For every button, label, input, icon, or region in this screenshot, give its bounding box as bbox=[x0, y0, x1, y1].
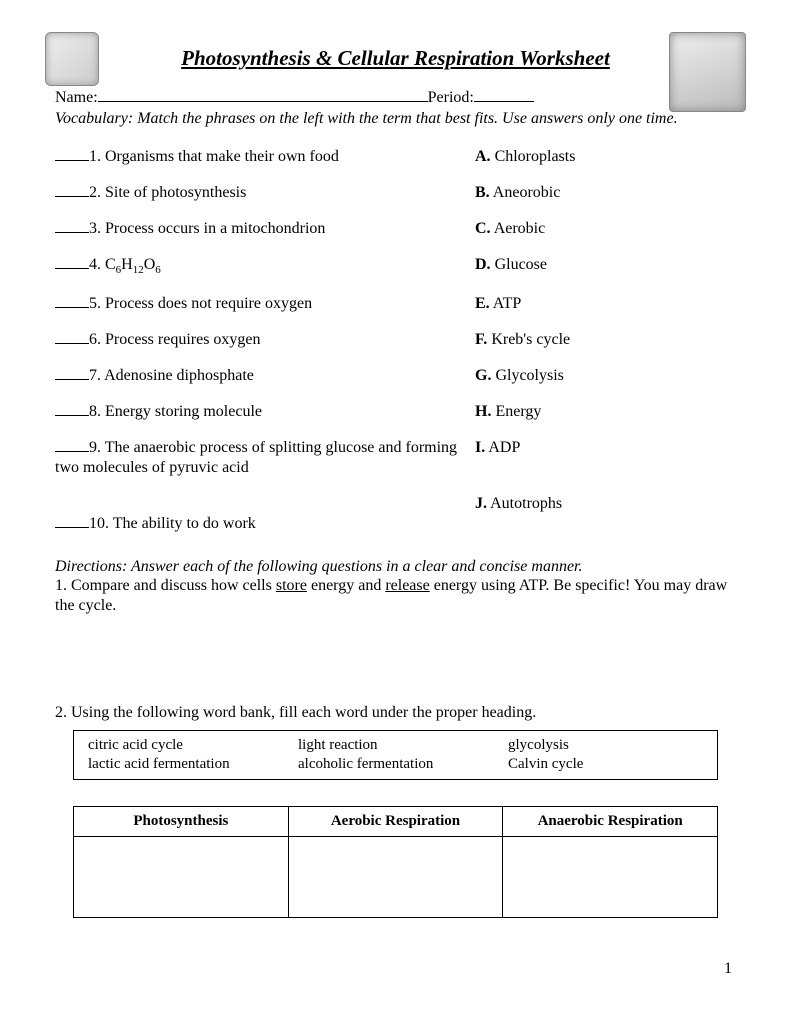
answer-blank[interactable] bbox=[55, 307, 89, 308]
wb-item: Calvin cycle bbox=[508, 755, 703, 774]
match-right-g: G. Glycolysis bbox=[475, 366, 736, 386]
match-q2: 2. Site of photosynthesis bbox=[89, 184, 246, 201]
answer-blank[interactable] bbox=[55, 379, 89, 380]
answer-blank[interactable] bbox=[55, 451, 89, 452]
name-label: Name: bbox=[55, 89, 98, 106]
answer-blank[interactable] bbox=[55, 343, 89, 344]
match-left-8: 8. Energy storing molecule bbox=[55, 402, 475, 422]
cell-icon bbox=[45, 32, 99, 86]
period-label: Period: bbox=[428, 89, 474, 106]
letter-e: E. bbox=[475, 295, 490, 312]
wb-item: glycolysis bbox=[508, 736, 703, 755]
letter-f: F. bbox=[475, 331, 487, 348]
answer-blank[interactable] bbox=[55, 268, 89, 269]
match-left-5: 5. Process does not require oxygen bbox=[55, 294, 475, 314]
match-q1: 1. Organisms that make their own food bbox=[89, 148, 339, 165]
match-left-2: 2. Site of photosynthesis bbox=[55, 183, 475, 203]
match-left-4: 4. C6H12O6 bbox=[55, 255, 475, 278]
term-j: Autotrophs bbox=[490, 495, 562, 512]
answer-blank[interactable] bbox=[55, 160, 89, 161]
col-photosynthesis: Photosynthesis bbox=[74, 807, 289, 837]
letter-i: I. bbox=[475, 439, 485, 456]
letter-g: G. bbox=[475, 367, 491, 384]
vocab-instructions: Vocabulary: Match the phrases on the lef… bbox=[55, 109, 736, 129]
match-left-9: 9. The anaerobic process of splitting gl… bbox=[55, 438, 475, 478]
wb-item: light reaction bbox=[298, 736, 508, 755]
match-q10: 10. The ability to do work bbox=[89, 515, 256, 532]
match-right-j: J. Autotrophs bbox=[475, 494, 736, 514]
name-blank[interactable] bbox=[98, 101, 428, 102]
term-i: ADP bbox=[488, 439, 520, 456]
letter-h: H. bbox=[475, 403, 491, 420]
directions-text: Directions: Answer each of the following… bbox=[55, 558, 736, 576]
letter-c: C. bbox=[475, 220, 491, 237]
worksheet-page: Photosynthesis & Cellular Respiration Wo… bbox=[0, 0, 791, 1008]
match-q4: 4. C6H12O6 bbox=[89, 256, 161, 273]
q1-mid: energy and bbox=[307, 577, 385, 594]
match-right-h: H. Energy bbox=[475, 402, 736, 422]
answer-table: Photosynthesis Aerobic Respiration Anaer… bbox=[73, 806, 718, 918]
q1-store: store bbox=[276, 577, 307, 594]
wb-item: lactic acid fermentation bbox=[88, 755, 298, 774]
cell-photosynthesis[interactable] bbox=[74, 837, 289, 918]
letter-j: J. bbox=[475, 495, 487, 512]
cell-anaerobic[interactable] bbox=[503, 837, 718, 918]
col-aerobic: Aerobic Respiration bbox=[288, 807, 503, 837]
col-anaerobic: Anaerobic Respiration bbox=[503, 807, 718, 837]
name-period-line: Name: Period: bbox=[55, 89, 736, 107]
term-g: Glycolysis bbox=[495, 367, 563, 384]
match-left-10: 10. The ability to do work bbox=[55, 514, 475, 534]
letter-b: B. bbox=[475, 184, 490, 201]
q1-release: release bbox=[385, 577, 429, 594]
letter-a: A. bbox=[475, 148, 491, 165]
wb-item: citric acid cycle bbox=[88, 736, 298, 755]
match-right-a: A. Chloroplasts bbox=[475, 147, 736, 167]
match-left-6: 6. Process requires oxygen bbox=[55, 330, 475, 350]
match-q8: 8. Energy storing molecule bbox=[89, 403, 262, 420]
header-row: Photosynthesis & Cellular Respiration Wo… bbox=[55, 40, 736, 71]
match-right-i: I. ADP bbox=[475, 438, 736, 478]
match-right-f: F. Kreb's cycle bbox=[475, 330, 736, 350]
match-right-c: C. Aerobic bbox=[475, 219, 736, 239]
answer-blank[interactable] bbox=[55, 196, 89, 197]
term-e: ATP bbox=[493, 295, 521, 312]
answer-blank[interactable] bbox=[55, 527, 89, 528]
period-blank[interactable] bbox=[474, 101, 534, 102]
matching-grid: 1. Organisms that make their own food A.… bbox=[55, 147, 736, 534]
q1-prefix: 1. Compare and discuss how cells bbox=[55, 577, 276, 594]
term-b: Aneorobic bbox=[493, 184, 561, 201]
answer-blank[interactable] bbox=[55, 232, 89, 233]
letter-d: D. bbox=[475, 256, 491, 273]
match-q6: 6. Process requires oxygen bbox=[89, 331, 261, 348]
term-d: Glucose bbox=[495, 256, 547, 273]
match-right-b: B. Aneorobic bbox=[475, 183, 736, 203]
cell-aerobic[interactable] bbox=[288, 837, 503, 918]
term-f: Kreb's cycle bbox=[491, 331, 570, 348]
wb-item: alcoholic fermentation bbox=[298, 755, 508, 774]
match-q9: 9. The anaerobic process of splitting gl… bbox=[55, 439, 457, 476]
match-q3: 3. Process occurs in a mitochondrion bbox=[89, 220, 325, 237]
match-q5: 5. Process does not require oxygen bbox=[89, 295, 312, 312]
match-left-7: 7. Adenosine diphosphate bbox=[55, 366, 475, 386]
worksheet-title: Photosynthesis & Cellular Respiration Wo… bbox=[181, 46, 610, 71]
table-row bbox=[74, 837, 718, 918]
word-bank-box: citric acid cycle light reaction glycoly… bbox=[73, 730, 718, 781]
match-q7: 7. Adenosine diphosphate bbox=[89, 367, 254, 384]
plant-icon bbox=[669, 32, 746, 112]
word-bank-grid: citric acid cycle light reaction glycoly… bbox=[88, 736, 703, 774]
match-right-e: E. ATP bbox=[475, 294, 736, 314]
term-h: Energy bbox=[495, 403, 541, 420]
question-2: 2. Using the following word bank, fill e… bbox=[55, 704, 736, 722]
term-a: Chloroplasts bbox=[495, 148, 576, 165]
match-left-3: 3. Process occurs in a mitochondrion bbox=[55, 219, 475, 239]
match-left-1: 1. Organisms that make their own food bbox=[55, 147, 475, 167]
match-right-d: D. Glucose bbox=[475, 255, 736, 278]
page-number: 1 bbox=[55, 960, 736, 978]
answer-blank[interactable] bbox=[55, 415, 89, 416]
term-c: Aerobic bbox=[494, 220, 546, 237]
question-1: 1. Compare and discuss how cells store e… bbox=[55, 576, 736, 616]
